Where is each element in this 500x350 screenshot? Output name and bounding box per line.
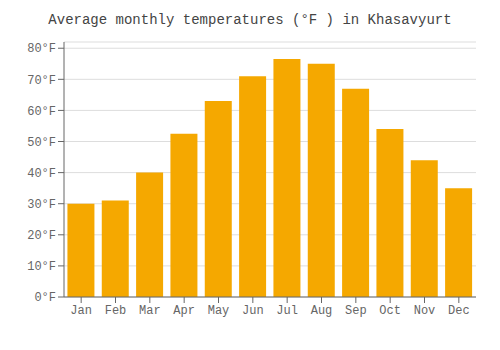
html-text:Average monthly temperatures (: Average monthly temperatures (°F ) in Kh…	[48, 12, 452, 28]
svg-text:70°F: 70°F	[27, 74, 56, 88]
svg-text:40°F: 40°F	[27, 167, 56, 181]
svg-text:30°F: 30°F	[27, 198, 56, 212]
svg-text:Oct: Oct	[379, 304, 401, 318]
svg-text:Feb: Feb	[105, 304, 127, 318]
svg-text:Jun: Jun	[242, 304, 264, 318]
svg-text:Jul: Jul	[276, 304, 298, 318]
svg-text:Jan: Jan	[70, 304, 92, 318]
svg-text:May: May	[208, 304, 230, 318]
svg-text:20°F: 20°F	[27, 229, 56, 243]
svg-text:50°F: 50°F	[27, 136, 56, 150]
svg-text:Mar: Mar	[139, 304, 161, 318]
svg-text:Sep: Sep	[345, 304, 367, 318]
svg-text:Aug: Aug	[311, 304, 333, 318]
svg-text:80°F: 80°F	[27, 42, 56, 56]
svg-text:60°F: 60°F	[27, 105, 56, 119]
svg-text:0°F: 0°F	[34, 291, 56, 305]
svg-text:Nov: Nov	[414, 304, 436, 318]
svg-text:Dec: Dec	[448, 304, 470, 318]
svg-text:10°F: 10°F	[27, 260, 56, 274]
svg-text:Apr: Apr	[173, 304, 195, 318]
